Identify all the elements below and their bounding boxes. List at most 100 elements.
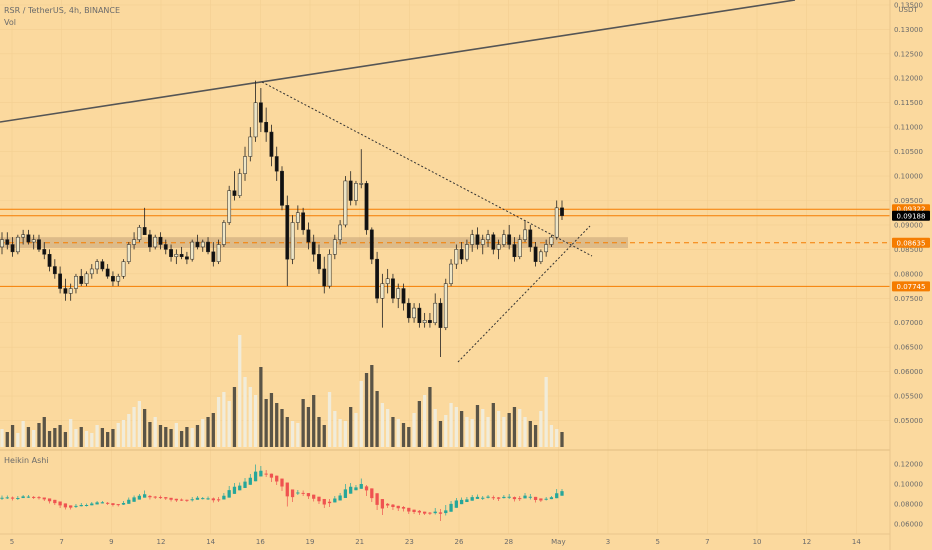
time-tick-label: 5 [655,538,659,546]
volume-bar [90,433,94,447]
time-tick-label: 7 [705,538,709,546]
volume-bar [0,429,4,447]
ha-body [190,499,194,501]
candle-body [348,180,353,201]
volume-bar [185,427,189,447]
candle-body [243,156,247,174]
volume-bar [179,431,184,447]
candle-body [5,239,10,245]
candle-body [68,288,73,294]
volume-bar [21,421,25,447]
ha-body [227,490,231,498]
volume-bar [32,430,36,447]
volume-bar [433,409,437,447]
candle-body [148,234,152,248]
price-tag-value: 0.09322 [897,206,926,214]
time-tick-label: 12 [157,538,166,546]
ha-body [396,505,400,509]
candle-body [560,207,564,216]
volume-bar [16,433,20,447]
ha-body [502,496,506,499]
heikin-ashi-axis[interactable]: 0.12000 0.10000 0.08000 0.06000 [894,461,923,529]
horizontal-price-lines[interactable] [0,208,890,287]
candle-body [290,222,295,260]
ha-body [185,499,189,501]
time-axis[interactable]: 5 7 9 12 14 16 19 21 23 26 28 May 3 5 7 10 12 14 [10,538,862,546]
indicator-legend[interactable]: Heikin Ashi [4,456,49,465]
price-tick-label: 0.10000 [894,173,923,181]
ha-body [549,497,554,500]
ascending-trendline[interactable] [0,0,796,123]
volume-bar [26,427,31,447]
ha-body [253,471,258,482]
symbol-legend[interactable]: RSR / TetherUS, 4h, BINANCE [4,6,120,15]
ha-body [179,499,184,501]
candle-body [190,241,195,260]
volume-bar [306,407,311,447]
volume-legend[interactable]: Vol [4,18,16,27]
volume-bar [354,413,358,447]
volume-bar [58,425,62,447]
volume-bar [153,417,157,447]
volume-bar [280,409,284,447]
volume-bar [69,419,73,447]
candle-body [179,254,184,257]
price-tag-value: 0.08635 [897,239,926,247]
price-tick-label: 0.13500 [894,1,923,9]
volume-bar [533,425,538,447]
ha-body [5,497,9,499]
candle-body [295,212,300,223]
volume-bar [507,413,511,447]
candle-body [385,278,390,284]
volume-bar [412,413,416,447]
volume-bar [549,425,554,447]
candle-body [459,249,464,260]
ha-body [206,498,210,500]
volume-bar [401,423,406,447]
volume-bar [63,432,68,447]
ha-body [248,477,252,485]
volume-bar [296,423,300,447]
ha-body [512,497,517,500]
candle-body [428,320,432,323]
candle-body [248,136,253,157]
ha-body [106,502,110,504]
volume-bar [216,397,221,447]
ha-body [269,473,274,478]
price-axis[interactable]: 0.13500 0.13000 0.12500 0.12000 0.11500 0.110… [894,1,923,425]
ha-body [364,486,369,491]
candle-body [512,244,517,257]
price-tick-label: 0.08000 [894,270,923,278]
candle-body [84,273,89,284]
time-tick-label: 14 [852,538,861,546]
ha-body [412,509,416,512]
ha-tick-label: 0.12000 [894,461,923,469]
volume-bar [407,427,411,447]
candle-body [142,227,147,235]
candle-body [195,241,200,248]
volume-bar [481,409,485,447]
ha-body [301,492,305,494]
volume-bar [502,417,506,447]
ha-body [544,498,548,500]
volume-bar [74,429,78,447]
ha-body [238,485,242,491]
price-tick-label: 0.10500 [894,148,923,156]
volume-bar [116,423,120,447]
candle-body [528,229,533,248]
candle-body [31,239,36,243]
ascending-triangle-line[interactable] [457,225,591,363]
ha-body [243,481,247,488]
ha-body [132,497,136,502]
candle-body [538,251,543,262]
ha-body [69,505,73,508]
volume-bar [560,432,564,447]
price-tick-label: 0.12000 [894,75,923,83]
candle-body [100,261,105,270]
ha-body [349,486,353,494]
price-tag [892,210,930,221]
ha-body [137,495,141,500]
volume-bar [459,411,464,447]
candle-body [74,276,78,289]
